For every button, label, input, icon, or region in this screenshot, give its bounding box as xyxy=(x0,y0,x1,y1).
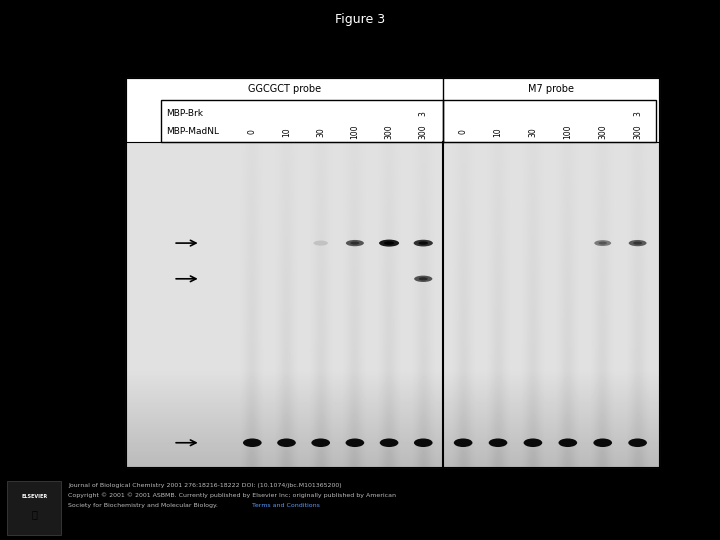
Text: ELSEVIER: ELSEVIER xyxy=(21,494,48,500)
Ellipse shape xyxy=(593,438,612,447)
Ellipse shape xyxy=(559,438,577,447)
Text: 3: 3 xyxy=(419,111,428,116)
Text: 30: 30 xyxy=(316,127,325,137)
Text: 300: 300 xyxy=(384,124,394,139)
Ellipse shape xyxy=(313,240,328,246)
Text: 30: 30 xyxy=(528,127,537,137)
Text: MBP-Brk complex: MBP-Brk complex xyxy=(48,274,122,284)
Text: 10: 10 xyxy=(493,127,503,137)
Bar xyxy=(126,78,659,467)
Text: 300: 300 xyxy=(419,124,428,139)
Ellipse shape xyxy=(523,438,542,447)
Ellipse shape xyxy=(311,438,330,447)
Text: 300: 300 xyxy=(598,124,607,139)
Ellipse shape xyxy=(384,241,394,245)
Text: MBP-MadNL: MBP-MadNL xyxy=(166,127,220,136)
Text: 0: 0 xyxy=(459,129,467,134)
Ellipse shape xyxy=(598,241,607,245)
Ellipse shape xyxy=(489,438,508,447)
Ellipse shape xyxy=(629,438,647,447)
Text: 3: 3 xyxy=(633,111,642,116)
Ellipse shape xyxy=(454,438,472,447)
Text: GGCGCT probe: GGCGCT probe xyxy=(248,84,321,94)
Text: 🌿: 🌿 xyxy=(31,509,37,519)
Ellipse shape xyxy=(594,240,611,246)
Ellipse shape xyxy=(419,277,428,280)
Text: Figure 3: Figure 3 xyxy=(335,14,385,26)
Ellipse shape xyxy=(351,241,359,245)
Ellipse shape xyxy=(633,241,642,245)
Text: 100: 100 xyxy=(563,125,572,139)
Ellipse shape xyxy=(346,438,364,447)
Text: MBP-Brk: MBP-Brk xyxy=(166,109,203,118)
Text: MBP-MadNL complex: MBP-MadNL complex xyxy=(32,239,122,248)
Text: probe: probe xyxy=(97,441,122,449)
Ellipse shape xyxy=(243,438,261,447)
Text: Copyright © 2001 © 2001 ASBMB. Currently published by Elsevier Inc; originally p: Copyright © 2001 © 2001 ASBMB. Currently… xyxy=(68,492,397,498)
Ellipse shape xyxy=(413,240,433,246)
Text: Society for Biochemistry and Molecular Biology.: Society for Biochemistry and Molecular B… xyxy=(68,503,218,508)
Ellipse shape xyxy=(629,240,647,246)
Bar xyxy=(7,481,61,535)
Text: free: free xyxy=(105,432,122,441)
Ellipse shape xyxy=(346,240,364,246)
Text: 0: 0 xyxy=(248,129,257,134)
Text: Terms and Conditions: Terms and Conditions xyxy=(252,503,320,508)
Text: Journal of Biological Chemistry 2001 276:18216-18222 DOI: (10.1074/jbc.M10136520: Journal of Biological Chemistry 2001 276… xyxy=(68,483,342,488)
Text: 10: 10 xyxy=(282,127,291,137)
Text: 300: 300 xyxy=(633,124,642,139)
Ellipse shape xyxy=(418,241,428,245)
Ellipse shape xyxy=(379,240,399,247)
Ellipse shape xyxy=(379,438,398,447)
Ellipse shape xyxy=(277,438,296,447)
Text: M7 probe: M7 probe xyxy=(528,84,574,94)
Ellipse shape xyxy=(414,438,433,447)
Ellipse shape xyxy=(414,275,433,282)
Bar xyxy=(161,100,656,143)
Text: 100: 100 xyxy=(351,125,359,139)
